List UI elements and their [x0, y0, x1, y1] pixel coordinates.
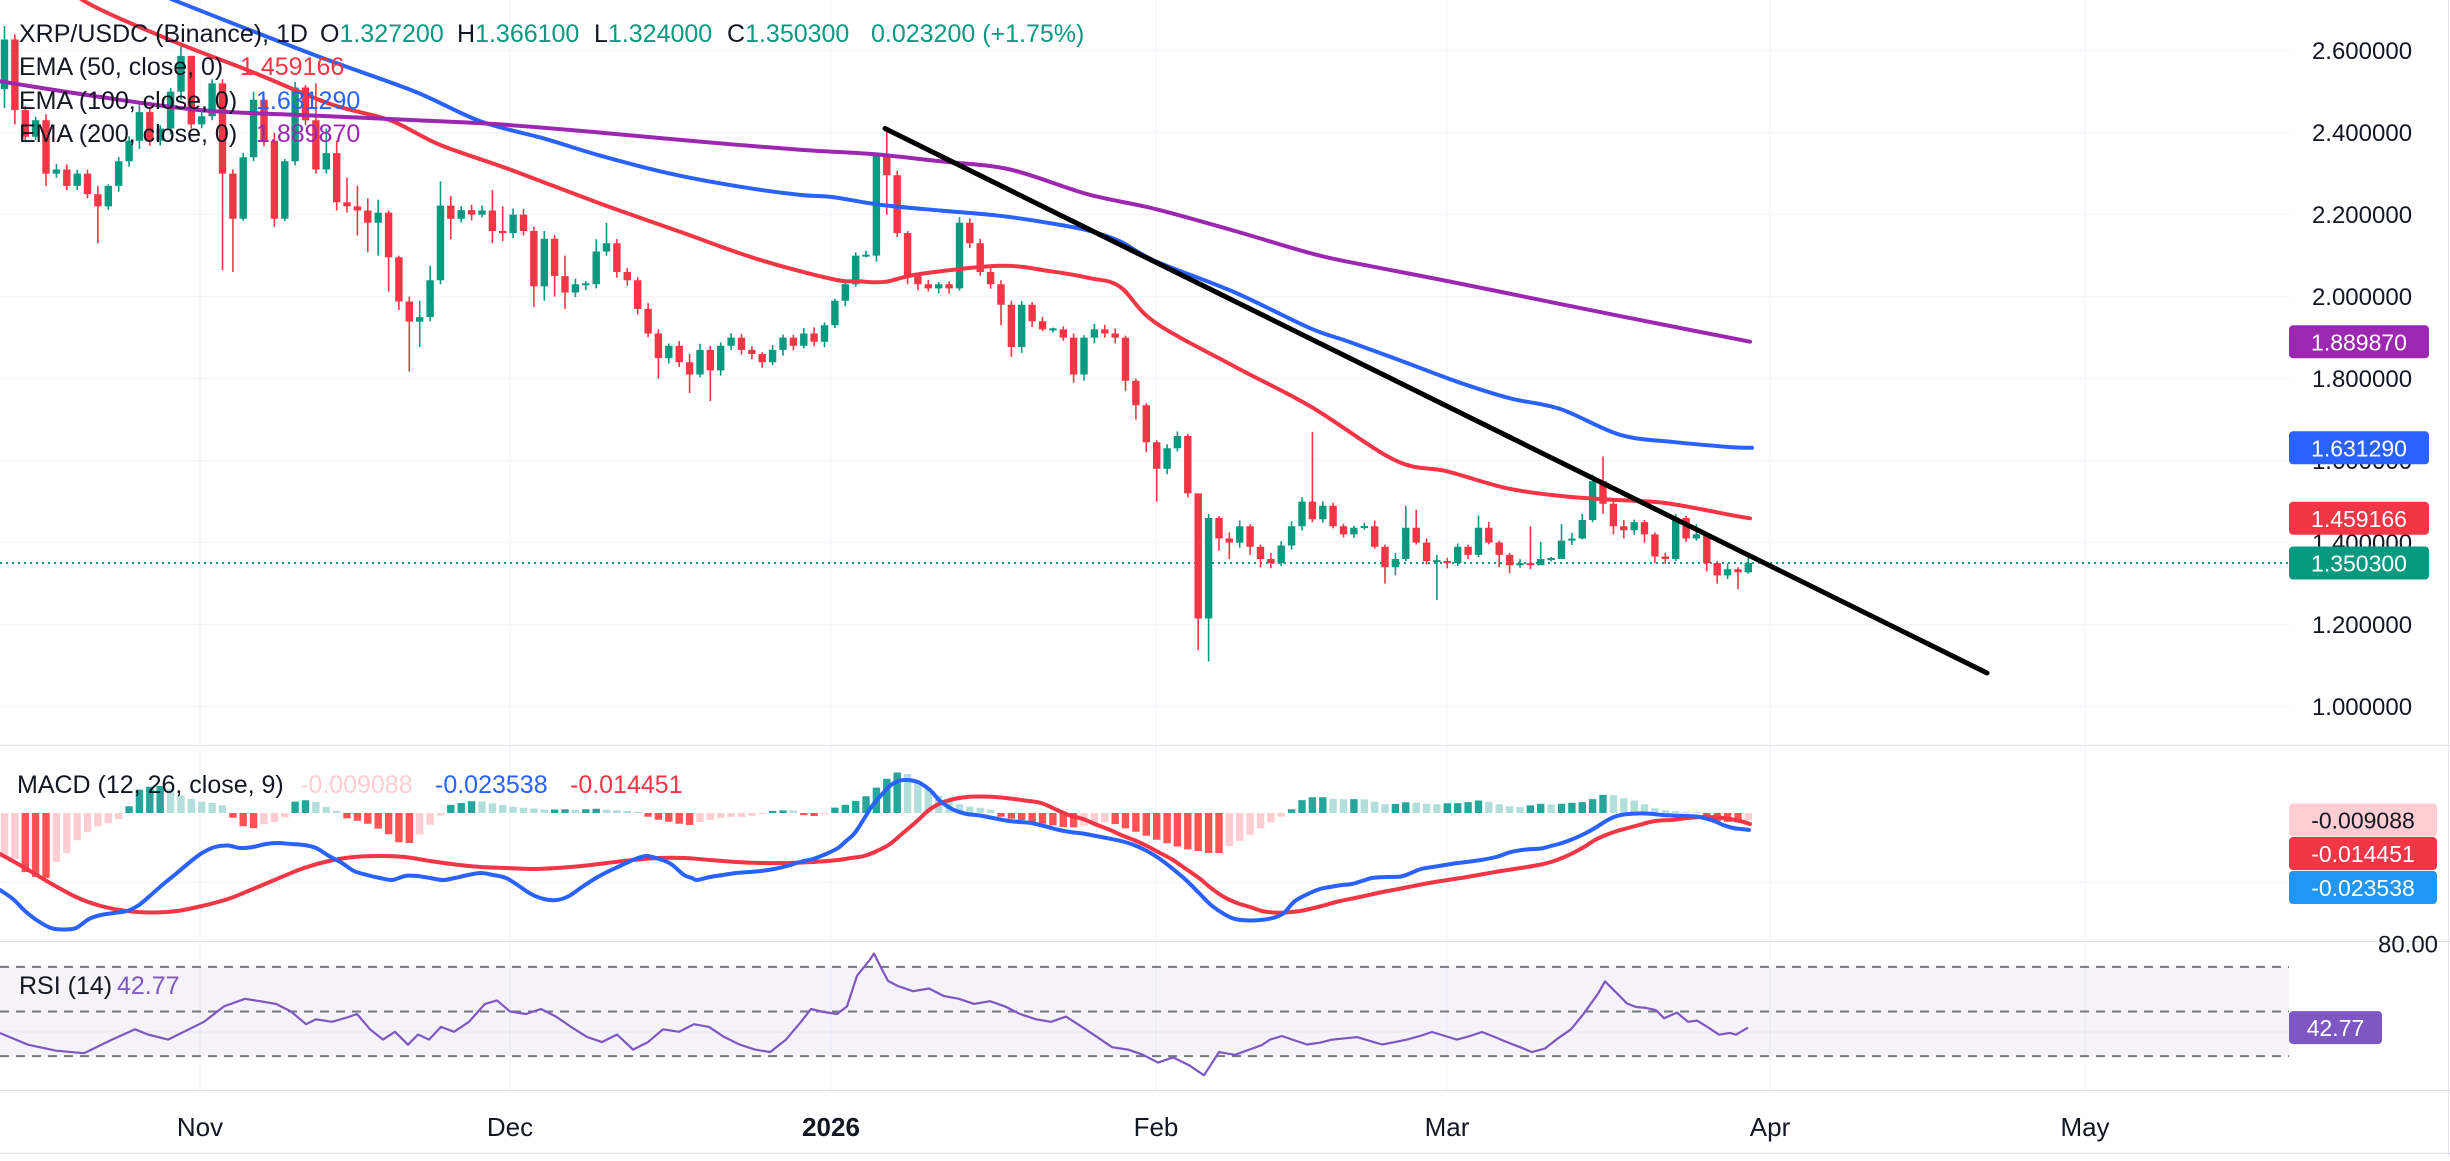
- svg-text:2026: 2026: [802, 1112, 860, 1142]
- svg-text:MACD (12, 26, close, 9)-0.0090: MACD (12, 26, close, 9) -0.009088 -0.02353…: [17, 771, 683, 799]
- svg-text:1.631290: 1.631290: [2311, 435, 2407, 461]
- svg-text:1.459166: 1.459166: [2311, 506, 2407, 532]
- svg-text:EMA (200, close, 0)1.889870: EMA (200, close, 0) 1.889870: [19, 120, 360, 148]
- svg-text:2.000000: 2.000000: [2312, 284, 2412, 311]
- svg-text:1.350300: 1.350300: [2311, 551, 2407, 577]
- svg-text:1.800000: 1.800000: [2312, 366, 2412, 393]
- svg-text:-0.014451: -0.014451: [2311, 841, 2415, 867]
- svg-text:Dec: Dec: [487, 1112, 533, 1142]
- svg-text:2.200000: 2.200000: [2312, 202, 2412, 229]
- svg-text:Nov: Nov: [177, 1112, 223, 1142]
- svg-text:1.000000: 1.000000: [2312, 694, 2412, 721]
- svg-text:2.600000: 2.600000: [2312, 38, 2412, 65]
- svg-text:RSI (14)42.77: RSI (14) 42.77: [19, 972, 180, 1000]
- svg-text:Feb: Feb: [1134, 1112, 1179, 1142]
- svg-text:May: May: [2060, 1112, 2109, 1142]
- svg-text:2.400000: 2.400000: [2312, 120, 2412, 147]
- svg-text:80.00: 80.00: [2378, 932, 2438, 959]
- svg-text:-0.009088: -0.009088: [2311, 808, 2415, 834]
- svg-text:Apr: Apr: [1750, 1112, 1791, 1142]
- svg-text:Mar: Mar: [1425, 1112, 1470, 1142]
- svg-text:42.77: 42.77: [2307, 1015, 2365, 1041]
- svg-text:EMA (50, close, 0)1.459166: EMA (50, close, 0) 1.459166: [19, 53, 344, 81]
- svg-text:EMA (100, close, 0)1.631290: EMA (100, close, 0) 1.631290: [19, 87, 360, 115]
- svg-text:-0.023538: -0.023538: [2311, 875, 2415, 901]
- svg-text:1.889870: 1.889870: [2311, 329, 2407, 355]
- svg-text:1.200000: 1.200000: [2312, 612, 2412, 639]
